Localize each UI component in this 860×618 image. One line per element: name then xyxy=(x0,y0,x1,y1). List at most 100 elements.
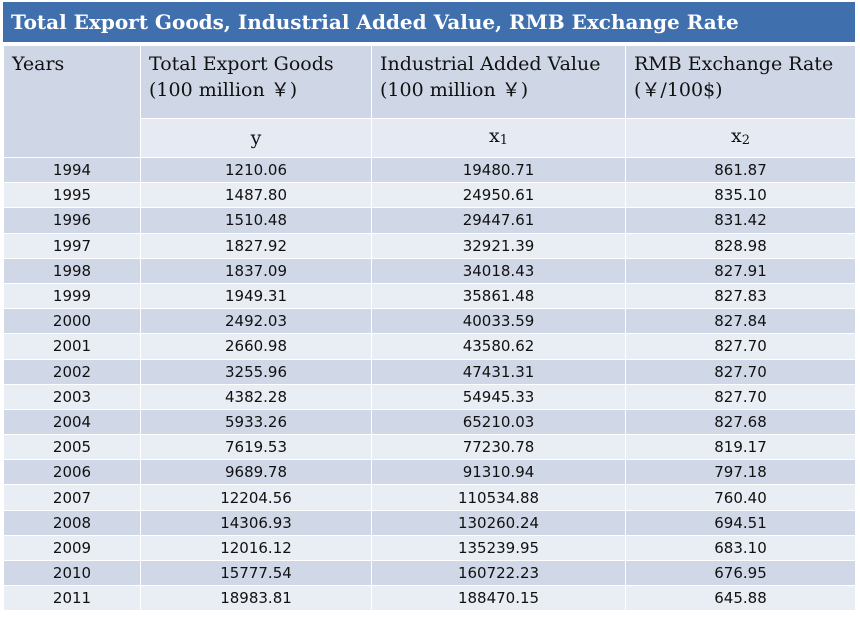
cell-rmb-exchange-rate: 827.91 xyxy=(625,257,856,284)
data-table: Years Total Export Goods (100 million ￥)… xyxy=(3,45,856,612)
cell-industrial-added-value: 110534.88 xyxy=(371,484,626,511)
table-row: 2005 7619.53 77230.78 819.17 xyxy=(3,434,856,461)
symbol-row: y x1 x2 xyxy=(4,118,856,158)
cell-rmb-exchange-rate: 827.68 xyxy=(625,408,856,436)
header-rmb-exchange-rate-unit: (￥/100$) xyxy=(634,79,723,101)
cell-industrial-added-value: 160722.23 xyxy=(371,559,626,587)
cell-year: 2001 xyxy=(3,333,141,360)
cell-industrial-added-value: 24950.61 xyxy=(371,182,626,209)
table-row: 1999 1949.31 35861.48 827.83 xyxy=(3,282,856,310)
cell-rmb-exchange-rate: 827.70 xyxy=(625,333,856,360)
cell-total-export-goods: 15777.54 xyxy=(140,559,372,587)
header-industrial-added-value-unit: (100 million ￥) xyxy=(380,79,529,101)
header-years-label: Years xyxy=(12,53,65,75)
header-total-export-goods-unit: (100 million ￥) xyxy=(149,79,298,101)
header-rmb-exchange-rate-label: RMB Exchange Rate xyxy=(634,53,834,75)
cell-industrial-added-value: 32921.39 xyxy=(371,232,626,259)
symbol-x2-sub: 2 xyxy=(741,132,750,148)
table-row: 2004 5933.26 65210.03 827.68 xyxy=(3,408,856,436)
cell-year: 2000 xyxy=(3,308,141,335)
cell-industrial-added-value: 35861.48 xyxy=(371,282,626,310)
table-row: 1997 1827.92 32921.39 828.98 xyxy=(3,232,856,259)
cell-rmb-exchange-rate: 827.70 xyxy=(625,358,856,385)
cell-rmb-exchange-rate: 676.95 xyxy=(625,559,856,587)
cell-total-export-goods: 14306.93 xyxy=(140,509,372,536)
cell-rmb-exchange-rate: 831.42 xyxy=(625,207,856,234)
cell-rmb-exchange-rate: 819.17 xyxy=(625,434,856,461)
cell-industrial-added-value: 130260.24 xyxy=(371,509,626,536)
cell-year: 2011 xyxy=(3,585,141,612)
cell-year: 1998 xyxy=(3,257,141,284)
table-row: 2010 15777.54 160722.23 676.95 xyxy=(3,559,856,587)
table-row: 1995 1487.80 24950.61 835.10 xyxy=(3,182,856,209)
cell-industrial-added-value: 29447.61 xyxy=(371,207,626,234)
cell-industrial-added-value: 43580.62 xyxy=(371,333,626,360)
table-row: 2007 12204.56 110534.88 760.40 xyxy=(3,484,856,511)
cell-industrial-added-value: 91310.94 xyxy=(371,459,626,486)
cell-year: 1994 xyxy=(3,156,141,184)
cell-rmb-exchange-rate: 827.84 xyxy=(625,308,856,335)
table-row: 2009 12016.12 135239.95 683.10 xyxy=(3,534,856,562)
cell-total-export-goods: 2660.98 xyxy=(140,333,372,360)
cell-rmb-exchange-rate: 827.83 xyxy=(625,282,856,310)
table-row: 2003 4382.28 54945.33 827.70 xyxy=(3,383,856,410)
cell-industrial-added-value: 65210.03 xyxy=(371,408,626,436)
symbol-x1: x1 xyxy=(371,118,626,158)
table-row: 2008 14306.93 130260.24 694.51 xyxy=(3,509,856,536)
cell-rmb-exchange-rate: 827.70 xyxy=(625,383,856,410)
cell-year: 1997 xyxy=(3,232,141,259)
table-row: 1996 1510.48 29447.61 831.42 xyxy=(3,207,856,234)
table-row: 1994 1210.06 19480.71 861.87 xyxy=(3,156,856,184)
cell-rmb-exchange-rate: 797.18 xyxy=(625,459,856,486)
cell-total-export-goods: 1949.31 xyxy=(140,282,372,310)
cell-industrial-added-value: 188470.15 xyxy=(371,585,626,612)
header-total-export-goods-label: Total Export Goods xyxy=(149,53,334,75)
cell-rmb-exchange-rate: 861.87 xyxy=(625,156,856,184)
table-row: 2002 3255.96 47431.31 827.70 xyxy=(3,358,856,385)
cell-total-export-goods: 18983.81 xyxy=(140,585,372,612)
header-row: Years Total Export Goods (100 million ￥)… xyxy=(3,45,856,158)
cell-year: 1999 xyxy=(3,282,141,310)
cell-year: 2004 xyxy=(3,408,141,436)
cell-rmb-exchange-rate: 835.10 xyxy=(625,182,856,209)
cell-total-export-goods: 4382.28 xyxy=(140,383,372,410)
symbol-y: y xyxy=(140,118,372,158)
cell-year: 2005 xyxy=(3,434,141,461)
table-row: 1998 1837.09 34018.43 827.91 xyxy=(3,257,856,284)
table-row: 2006 9689.78 91310.94 797.18 xyxy=(3,459,856,486)
cell-industrial-added-value: 54945.33 xyxy=(371,383,626,410)
cell-total-export-goods: 1487.80 xyxy=(140,182,372,209)
cell-total-export-goods: 2492.03 xyxy=(140,308,372,335)
cell-industrial-added-value: 34018.43 xyxy=(371,257,626,284)
cell-rmb-exchange-rate: 645.88 xyxy=(625,585,856,612)
cell-year: 2003 xyxy=(3,383,141,410)
cell-year: 2002 xyxy=(3,358,141,385)
symbol-x2-base: x xyxy=(731,124,742,147)
cell-industrial-added-value: 77230.78 xyxy=(371,434,626,461)
cell-year: 2010 xyxy=(3,559,141,587)
symbol-y-text: y xyxy=(250,127,262,149)
cell-year: 2006 xyxy=(3,459,141,486)
header-rmb-exchange-rate: RMB Exchange Rate (￥/100$) xyxy=(625,45,856,119)
symbol-x1-base: x xyxy=(489,124,500,147)
table-body: 1994 1210.06 19480.71 861.87 1995 1487.80 2495… xyxy=(3,156,856,612)
cell-total-export-goods: 12204.56 xyxy=(140,484,372,511)
cell-year: 1996 xyxy=(3,207,141,234)
cell-industrial-added-value: 19480.71 xyxy=(371,156,626,184)
cell-industrial-added-value: 47431.31 xyxy=(371,358,626,385)
table-row: 2000 2492.03 40033.59 827.84 xyxy=(3,308,856,335)
cell-industrial-added-value: 135239.95 xyxy=(371,534,626,562)
table-row: 2001 2660.98 43580.62 827.70 xyxy=(3,333,856,360)
header-total-export-goods: Total Export Goods (100 million ￥) xyxy=(140,45,372,119)
cell-rmb-exchange-rate: 828.98 xyxy=(625,232,856,259)
cell-total-export-goods: 3255.96 xyxy=(140,358,372,385)
cell-total-export-goods: 5933.26 xyxy=(140,408,372,436)
cell-rmb-exchange-rate: 694.51 xyxy=(625,509,856,536)
cell-industrial-added-value: 40033.59 xyxy=(371,308,626,335)
header-industrial-added-value-label: Industrial Added Value xyxy=(380,53,601,75)
cell-rmb-exchange-rate: 760.40 xyxy=(625,484,856,511)
cell-total-export-goods: 1210.06 xyxy=(140,156,372,184)
cell-total-export-goods: 1510.48 xyxy=(140,207,372,234)
cell-total-export-goods: 1837.09 xyxy=(140,257,372,284)
